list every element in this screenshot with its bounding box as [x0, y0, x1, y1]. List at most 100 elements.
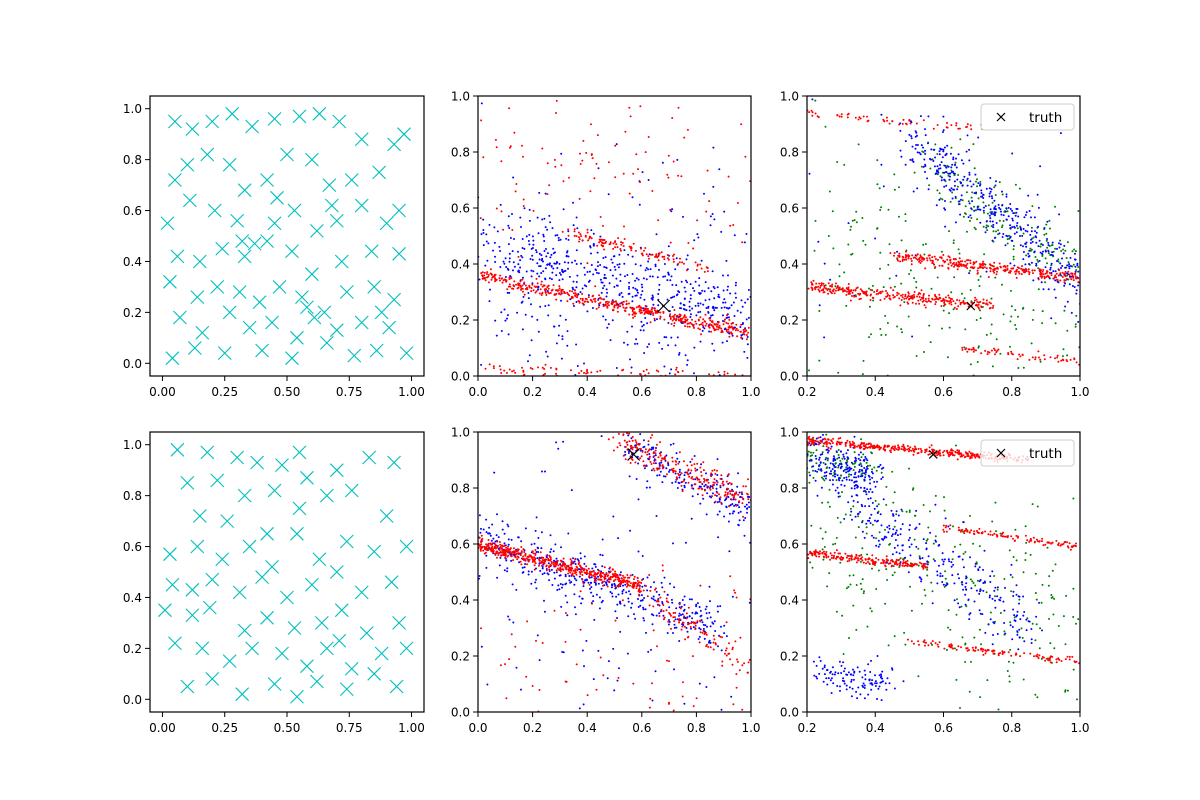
data-point: [485, 518, 488, 521]
data-point: [519, 280, 522, 283]
data-point: [728, 550, 731, 553]
data-point-x: [275, 646, 289, 661]
data-point-x: [215, 552, 230, 567]
data-point: [1074, 250, 1077, 253]
data-point: [998, 262, 1001, 265]
data-point-x: [290, 526, 304, 541]
data-point: [678, 460, 681, 463]
data-point: [520, 546, 523, 548]
data-point: [578, 240, 581, 243]
data-point: [746, 356, 749, 359]
data-point: [866, 294, 869, 297]
data-point: [603, 266, 606, 268]
data-point: [1063, 281, 1066, 284]
data-point: [966, 259, 968, 262]
data-point: [666, 593, 669, 596]
data-point: [552, 563, 555, 566]
data-point-x: [272, 280, 287, 294]
data-point: [915, 286, 918, 289]
data-point: [866, 625, 869, 628]
data-point: [840, 115, 843, 118]
data-point: [885, 116, 888, 119]
data-point: [544, 192, 547, 195]
data-point: [519, 554, 522, 557]
data-point: [508, 260, 511, 263]
data-point: [719, 605, 722, 608]
data-point: [991, 201, 994, 204]
data-point: [705, 307, 708, 309]
data-point: [634, 445, 637, 448]
data-point-x: [329, 565, 344, 579]
data-point: [580, 370, 583, 372]
data-point: [669, 582, 671, 585]
data-point: [713, 349, 716, 352]
data-point: [982, 260, 985, 263]
data-point: [872, 297, 875, 299]
data-point-x: [290, 330, 304, 345]
data-point: [969, 219, 971, 222]
data-point: [558, 285, 561, 288]
data-point: [1041, 244, 1044, 246]
data-point: [655, 614, 658, 617]
data-point: [664, 475, 667, 478]
panel-r1c2-plot-area: [478, 99, 751, 376]
data-point: [646, 307, 649, 310]
data-point: [493, 471, 496, 474]
data-point: [631, 255, 634, 258]
data-point: [847, 288, 850, 291]
data-point: [1007, 271, 1010, 274]
data-point: [520, 688, 522, 691]
data-point: [652, 303, 655, 306]
data-point: [847, 222, 850, 225]
data-point: [645, 631, 647, 634]
data-point: [1030, 230, 1033, 233]
data-point: [596, 244, 599, 247]
data-point: [723, 298, 726, 301]
data-point: [575, 286, 578, 289]
data-point: [909, 122, 912, 125]
data-point: [725, 621, 728, 624]
data-point: [711, 213, 714, 215]
data-point: [482, 549, 485, 552]
data-point: [952, 239, 955, 242]
data-point: [657, 456, 660, 459]
data-point: [570, 581, 573, 583]
data-point: [500, 544, 503, 547]
data-point: [626, 441, 629, 444]
data-point: [581, 287, 584, 290]
data-point: [484, 279, 487, 282]
data-point: [589, 246, 592, 249]
data-point: [545, 248, 547, 250]
data-point: [694, 478, 697, 481]
data-point: [558, 588, 561, 591]
data-point: [645, 368, 648, 371]
data-point: [558, 279, 561, 282]
data-point: [747, 671, 749, 674]
data-point: [581, 571, 583, 573]
data-point: [862, 292, 865, 295]
data-point: [584, 234, 587, 237]
data-point: [838, 115, 841, 118]
data-point: [614, 268, 617, 271]
data-point: [633, 307, 636, 310]
data-point: [683, 315, 686, 318]
data-point: [937, 171, 940, 174]
data-point: [1039, 273, 1042, 276]
data-point: [678, 353, 680, 356]
data-point: [652, 629, 655, 632]
data-point: [747, 498, 750, 501]
data-point: [876, 183, 879, 186]
data-point: [590, 586, 593, 589]
data-point: [707, 287, 710, 290]
data-point: [712, 481, 715, 484]
data-point: [544, 470, 546, 473]
data-point: [700, 487, 703, 490]
data-point: [912, 256, 915, 259]
data-point: [622, 433, 625, 436]
data-point: [699, 502, 702, 505]
data-point-x: [339, 682, 354, 696]
data-point: [490, 272, 493, 275]
data-point: [667, 702, 670, 705]
data-point: [705, 210, 708, 213]
